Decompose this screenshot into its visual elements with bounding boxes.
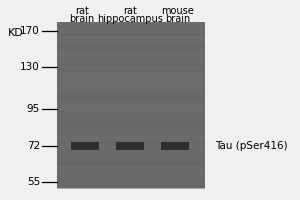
Bar <box>57 66 205 70</box>
Bar <box>57 97 205 100</box>
Bar <box>57 141 205 144</box>
Bar <box>57 55 205 58</box>
Bar <box>57 22 205 25</box>
Bar <box>57 25 205 28</box>
Text: rat: rat <box>75 6 89 16</box>
Bar <box>57 108 205 111</box>
Bar <box>57 116 205 119</box>
Bar <box>57 83 205 86</box>
Bar <box>57 69 205 72</box>
Bar <box>57 22 205 188</box>
Bar <box>57 122 205 125</box>
Text: 130: 130 <box>20 62 40 72</box>
Bar <box>57 44 205 47</box>
Text: KD: KD <box>8 28 24 38</box>
Text: Tau (pSer416): Tau (pSer416) <box>215 141 288 151</box>
Text: mouse: mouse <box>162 6 194 16</box>
Text: 55: 55 <box>27 177 40 187</box>
Bar <box>57 152 205 155</box>
Bar <box>57 72 205 75</box>
Text: 72: 72 <box>27 141 40 151</box>
Bar <box>57 182 205 186</box>
Bar <box>57 105 205 108</box>
Bar <box>57 149 205 153</box>
Bar <box>57 111 205 114</box>
Bar <box>57 64 205 67</box>
Bar <box>57 86 205 89</box>
Bar <box>161 142 189 150</box>
Bar <box>57 166 205 169</box>
Bar <box>57 39 205 42</box>
Bar <box>57 180 205 183</box>
Bar <box>57 155 205 158</box>
Bar <box>57 158 205 161</box>
Bar <box>57 52 205 56</box>
Bar <box>57 113 205 117</box>
Bar <box>57 41 205 45</box>
Bar <box>57 146 205 150</box>
Bar <box>71 142 99 150</box>
Bar <box>57 77 205 81</box>
Bar <box>57 75 205 78</box>
Bar <box>57 30 205 34</box>
Bar <box>57 28 205 31</box>
Bar <box>57 144 205 147</box>
Bar <box>57 94 205 97</box>
Bar <box>57 171 205 175</box>
Bar <box>57 91 205 94</box>
Bar <box>57 36 205 39</box>
Bar <box>57 160 205 164</box>
Bar <box>57 133 205 136</box>
Bar <box>57 88 205 92</box>
Text: brain: brain <box>69 14 94 24</box>
Text: rat: rat <box>123 6 137 16</box>
Text: 95: 95 <box>27 104 40 114</box>
Bar <box>57 99 205 103</box>
Bar <box>57 174 205 177</box>
Bar <box>57 47 205 50</box>
Bar <box>57 127 205 130</box>
Text: hippocampus: hippocampus <box>97 14 163 24</box>
Bar <box>57 124 205 128</box>
Bar <box>57 177 205 180</box>
Bar <box>116 142 144 150</box>
Text: 170: 170 <box>20 26 40 36</box>
Text: brain: brain <box>165 14 190 24</box>
Bar <box>57 169 205 172</box>
Bar <box>57 130 205 133</box>
Bar <box>57 163 205 166</box>
Bar <box>57 58 205 61</box>
Bar <box>57 102 205 106</box>
Bar <box>57 80 205 83</box>
Bar <box>57 185 205 188</box>
Bar <box>57 119 205 122</box>
Bar <box>57 33 205 36</box>
Bar <box>57 138 205 141</box>
Bar <box>57 50 205 53</box>
Bar <box>57 61 205 64</box>
Bar <box>57 135 205 139</box>
